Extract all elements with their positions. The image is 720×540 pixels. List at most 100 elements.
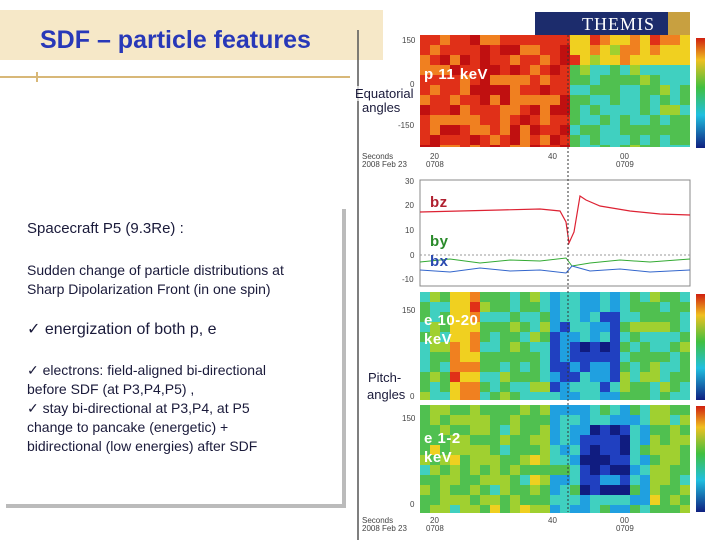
heat-cell xyxy=(550,382,560,392)
heat-cell xyxy=(420,382,430,392)
heat-cell xyxy=(580,465,590,475)
heat-cell xyxy=(490,125,500,135)
heat-cell xyxy=(480,382,490,392)
heat-cell xyxy=(420,35,430,45)
heat-cell xyxy=(540,425,550,435)
heat-cell xyxy=(470,105,480,115)
heat-cell xyxy=(430,312,440,322)
heat-cell xyxy=(640,405,650,415)
heat-cell xyxy=(440,115,450,125)
heat-cell xyxy=(470,505,480,513)
tick-label: 150 xyxy=(402,414,416,423)
heat-cell xyxy=(500,505,510,513)
heat-cell xyxy=(460,352,470,362)
heat-cell xyxy=(550,312,560,322)
heat-cell xyxy=(470,455,480,465)
heat-cell xyxy=(630,445,640,455)
tick-label: 00 xyxy=(620,516,629,525)
heat-cell xyxy=(470,85,480,95)
heat-cell xyxy=(500,292,510,302)
heat-cell xyxy=(500,125,510,135)
heat-cell xyxy=(670,445,680,455)
heat-cell xyxy=(600,425,610,435)
intro-line: Sudden change of particle distributions … xyxy=(27,262,284,278)
heat-cell xyxy=(620,35,630,45)
heat-cell xyxy=(620,392,630,400)
heat-cell xyxy=(680,425,690,435)
heat-cell xyxy=(530,312,540,322)
heat-cell xyxy=(510,125,520,135)
heat-cell xyxy=(550,75,560,85)
heat-cell xyxy=(430,65,440,75)
heat-cell xyxy=(570,425,580,435)
heat-cell xyxy=(580,505,590,513)
heat-cell xyxy=(460,75,470,85)
heat-cell xyxy=(480,85,490,95)
heat-cell xyxy=(630,392,640,400)
heat-cell xyxy=(680,455,690,465)
tick-label: 0 xyxy=(410,251,415,260)
heat-cell xyxy=(550,352,560,362)
heat-cell xyxy=(590,475,600,485)
heat-cell xyxy=(640,95,650,105)
heat-cell xyxy=(470,342,480,352)
heat-cell xyxy=(570,405,580,415)
heat-cell xyxy=(490,95,500,105)
heat-cell xyxy=(460,332,470,342)
heat-cell xyxy=(620,372,630,382)
heat-cell xyxy=(540,392,550,400)
heat-cell xyxy=(570,435,580,445)
heat-cell xyxy=(660,75,670,85)
heat-cell xyxy=(520,95,530,105)
heat-cell xyxy=(600,362,610,372)
heat-cell xyxy=(560,392,570,400)
heat-cell xyxy=(600,352,610,362)
heat-cell xyxy=(620,292,630,302)
heat-cell xyxy=(590,505,600,513)
heat-cell xyxy=(420,65,430,75)
heat-cell xyxy=(670,372,680,382)
heat-cell xyxy=(570,292,580,302)
heat-cell xyxy=(580,332,590,342)
heat-cell xyxy=(670,392,680,400)
heat-cell xyxy=(650,75,660,85)
heat-cell xyxy=(560,505,570,513)
heat-cell xyxy=(420,322,430,332)
tick-label: 0709 xyxy=(616,524,634,533)
heat-cell xyxy=(630,405,640,415)
heat-cell xyxy=(470,45,480,55)
heat-cell xyxy=(510,475,520,485)
heat-cell xyxy=(670,75,680,85)
heat-cell xyxy=(530,382,540,392)
heat-cell xyxy=(520,85,530,95)
heat-cell xyxy=(420,415,430,425)
heat-cell xyxy=(610,135,620,145)
heat-cell xyxy=(570,382,580,392)
heat-cell xyxy=(500,455,510,465)
heat-cell xyxy=(530,392,540,400)
heat-cell xyxy=(500,475,510,485)
heat-cell xyxy=(650,435,660,445)
heat-cell xyxy=(450,342,460,352)
heat-cell xyxy=(520,455,530,465)
heat-cell xyxy=(540,135,550,145)
heat-cell xyxy=(550,105,560,115)
heat-cell xyxy=(460,322,470,332)
heat-cell xyxy=(550,362,560,372)
heat-cell xyxy=(650,445,660,455)
detail-line: ✓ electrons: field-aligned bi-directiona… xyxy=(27,362,266,378)
heat-cell xyxy=(490,312,500,322)
heat-cell xyxy=(430,435,440,445)
heat-cell xyxy=(660,45,670,55)
heat-cell xyxy=(490,405,500,415)
heat-cell xyxy=(550,302,560,312)
heat-cell xyxy=(680,65,690,75)
heat-cell xyxy=(540,485,550,495)
heat-cell xyxy=(610,75,620,85)
heat-cell xyxy=(680,435,690,445)
heat-cell xyxy=(630,55,640,65)
heat-cell xyxy=(450,45,460,55)
heat-cell xyxy=(540,115,550,125)
heat-cell xyxy=(560,485,570,495)
heat-cell xyxy=(510,352,520,362)
